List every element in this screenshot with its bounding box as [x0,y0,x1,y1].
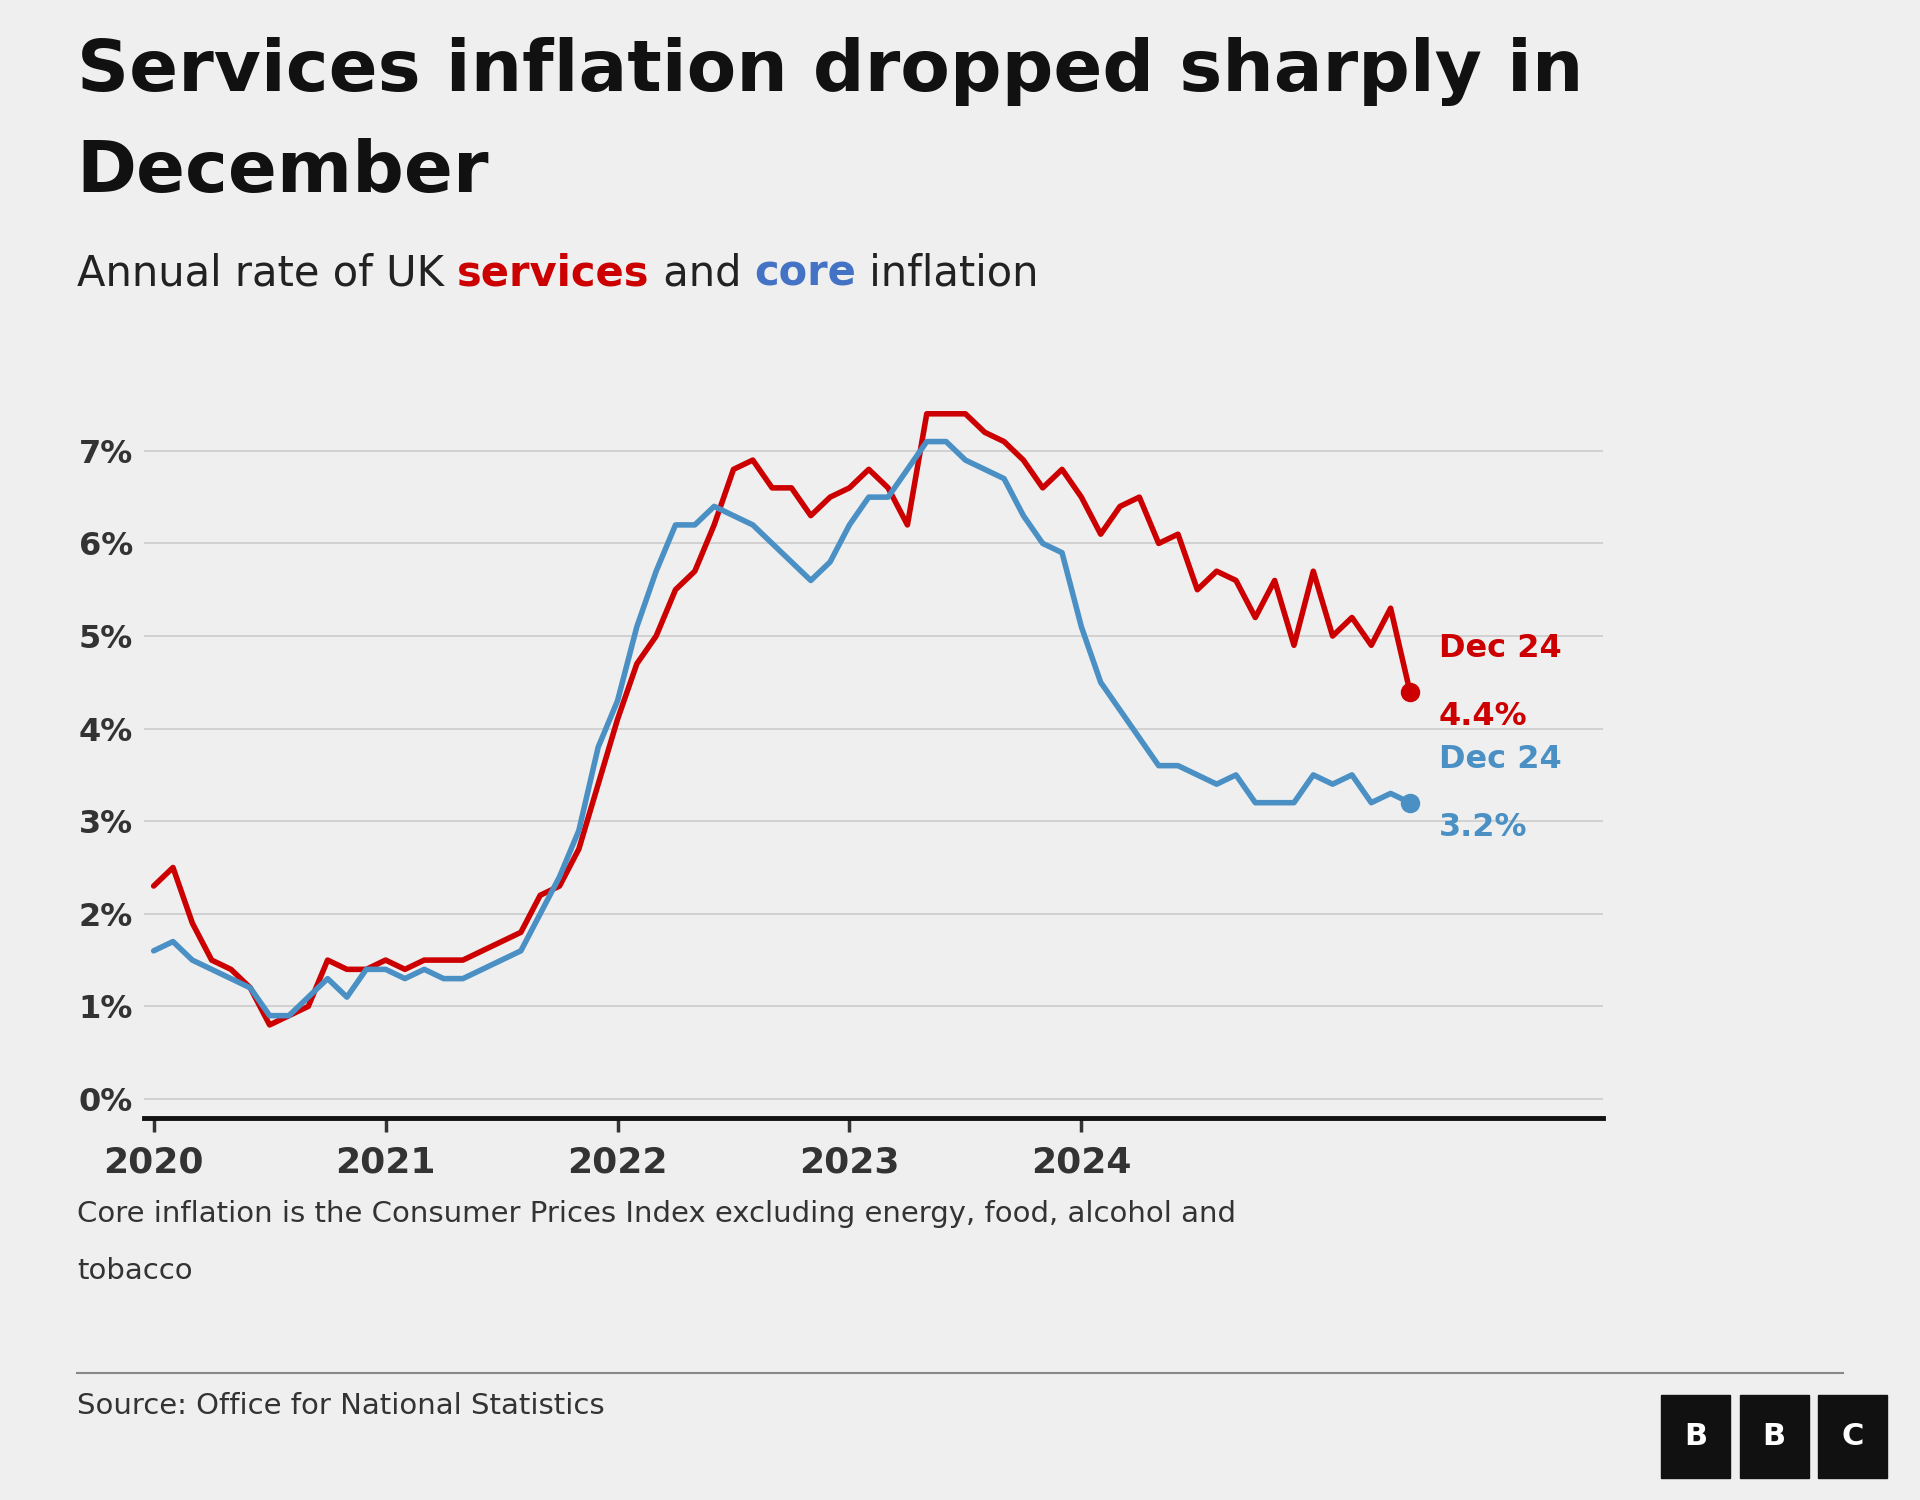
Text: and: and [649,252,755,294]
Text: services: services [457,252,649,294]
Text: C: C [1841,1422,1864,1450]
Text: 3.2%: 3.2% [1438,812,1528,843]
Text: Source: Office for National Statistics: Source: Office for National Statistics [77,1392,605,1420]
Text: B: B [1684,1422,1707,1450]
Text: inflation: inflation [856,252,1039,294]
Text: Services inflation dropped sharply in: Services inflation dropped sharply in [77,38,1584,106]
Text: December: December [77,138,490,207]
Text: Dec 24: Dec 24 [1438,744,1561,776]
Text: core: core [755,252,856,294]
Text: Annual rate of UK: Annual rate of UK [77,252,457,294]
Text: Dec 24: Dec 24 [1438,633,1561,664]
Text: tobacco: tobacco [77,1257,192,1286]
Text: Core inflation is the Consumer Prices Index excluding energy, food, alcohol and: Core inflation is the Consumer Prices In… [77,1200,1236,1228]
Text: 4.4%: 4.4% [1438,700,1528,732]
Text: B: B [1763,1422,1786,1450]
